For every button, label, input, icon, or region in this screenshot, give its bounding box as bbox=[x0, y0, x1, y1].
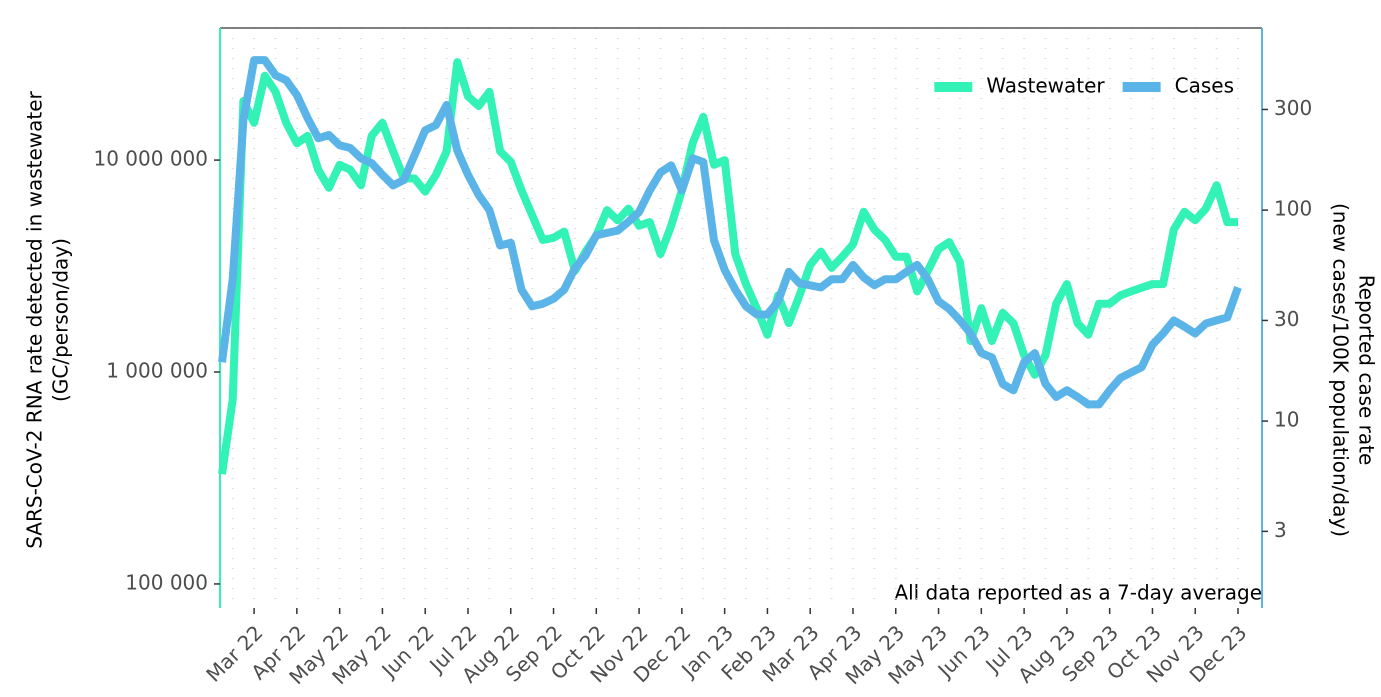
legend-swatch bbox=[934, 82, 973, 92]
y2-axis-title: (new cases/100K population/day) bbox=[1329, 203, 1353, 537]
data-line bbox=[218, 56, 1242, 409]
annotation: All data reported as a 7-day average bbox=[894, 581, 1262, 605]
y2-tick-label: 30 bbox=[1274, 307, 1299, 331]
y-tick-label: 1 000 000 bbox=[106, 359, 208, 383]
y2-tick-label: 300 bbox=[1274, 96, 1312, 120]
legend-swatch bbox=[1122, 82, 1161, 92]
legend-label: Wastewater bbox=[986, 74, 1105, 98]
y2-tick-label: 10 bbox=[1274, 408, 1299, 432]
y2-tick-label: 100 bbox=[1274, 197, 1312, 221]
y-axis-title: SARS-CoV-2 RNA rate detected in wastewat… bbox=[23, 90, 47, 548]
y-tick-label: 100 000 bbox=[125, 570, 208, 594]
y2-tick-label: 3 bbox=[1274, 518, 1287, 542]
legend-label: Cases bbox=[1175, 74, 1234, 98]
y2-axis-title: Reported case rate bbox=[1355, 275, 1379, 466]
y-tick-label: 10 000 000 bbox=[93, 147, 208, 171]
data-line bbox=[218, 58, 1238, 475]
y-axis-title: (GC/person/day) bbox=[49, 238, 73, 402]
